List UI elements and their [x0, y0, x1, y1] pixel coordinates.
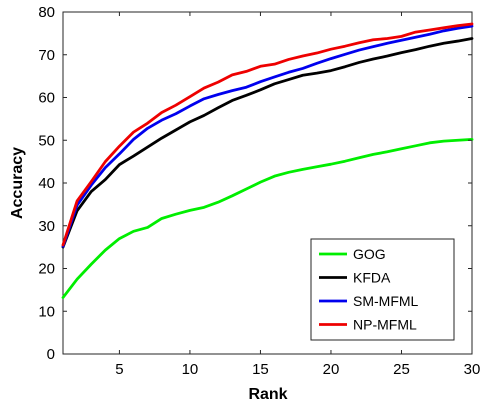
y-tick-label: 10	[38, 303, 55, 320]
legend-label-kfda: KFDA	[353, 270, 391, 286]
y-axis-label: Accuracy	[9, 147, 26, 219]
series-line-kfda	[61, 37, 474, 249]
y-tick-label: 0	[47, 346, 55, 363]
series-line-sm-mfml	[61, 24, 474, 248]
y-tick-label: 40	[38, 175, 55, 192]
series-line-np-mfml	[61, 22, 474, 247]
x-tick-label: 5	[115, 361, 123, 378]
y-tick-label: 30	[38, 218, 55, 235]
y-tick-label: 50	[38, 132, 55, 149]
x-axis-label: Rank	[248, 386, 287, 403]
axis-ticks: 5 10 15 20 25 30 0 10 20 30 40 50 60 70 80	[38, 4, 480, 378]
series-line-gog	[61, 137, 474, 299]
series-layer	[61, 22, 474, 299]
y-tick-label: 60	[38, 90, 55, 107]
y-tick-label: 20	[38, 261, 55, 278]
y-tick-label: 70	[38, 47, 55, 64]
x-tick-label: 20	[323, 361, 340, 378]
x-tick-label: 15	[252, 361, 269, 378]
legend-label-sm-mfml: SM-MFML	[353, 293, 419, 309]
x-tick-label: 25	[393, 361, 410, 378]
legend-label-np-mfml: NP-MFML	[353, 317, 417, 333]
x-tick-label: 30	[464, 361, 481, 378]
legend: GOG KFDA SM-MFML NP-MFML	[310, 238, 455, 341]
legend-label-gog: GOG	[353, 246, 386, 262]
y-tick-label: 80	[38, 4, 55, 21]
x-tick-label: 10	[182, 361, 199, 378]
